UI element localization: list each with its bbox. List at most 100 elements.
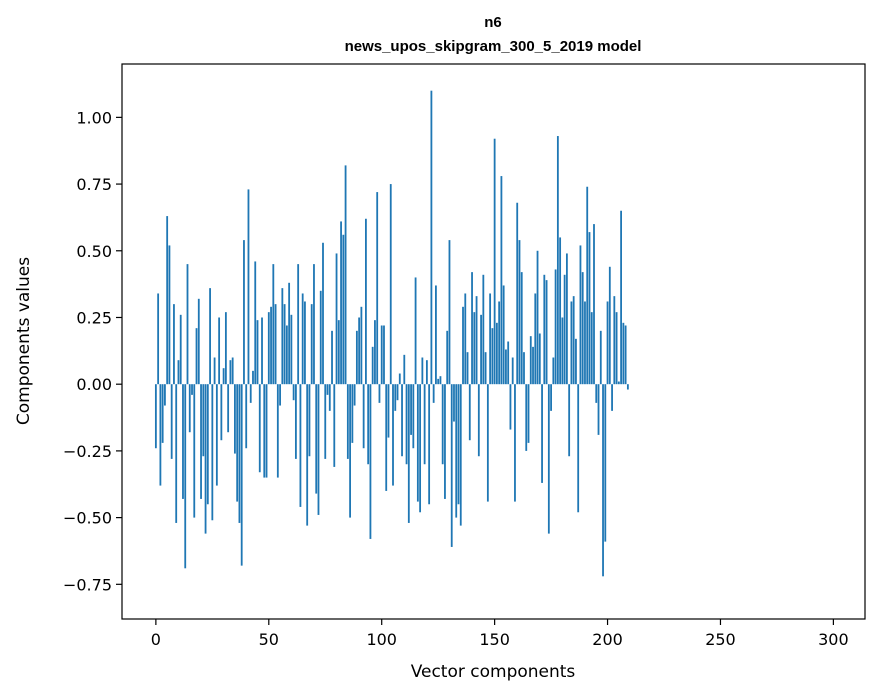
bar — [243, 240, 245, 385]
bar — [236, 384, 239, 502]
bar — [407, 384, 410, 523]
bar — [473, 312, 476, 385]
bar — [432, 384, 435, 403]
y-axis-label: Components values — [14, 257, 34, 425]
bar — [157, 293, 160, 385]
bar — [620, 210, 622, 385]
bar — [161, 384, 164, 443]
bar — [213, 357, 216, 385]
bar — [590, 312, 593, 385]
bar — [292, 384, 295, 401]
bar — [577, 384, 580, 513]
bar — [534, 293, 537, 385]
bar — [482, 274, 485, 385]
x-tick-label: 250 — [705, 630, 736, 649]
bar — [545, 280, 548, 385]
bar — [437, 378, 440, 385]
bar — [477, 384, 480, 457]
bar — [328, 384, 331, 411]
bar — [374, 320, 376, 385]
bar — [170, 384, 173, 459]
bar — [554, 269, 557, 385]
bar — [486, 384, 489, 502]
bar — [414, 277, 417, 385]
bar — [416, 384, 419, 502]
bar — [353, 384, 356, 406]
bar — [222, 368, 225, 385]
bar — [439, 376, 442, 385]
bar — [597, 384, 600, 435]
bar — [313, 264, 315, 385]
bar — [428, 384, 431, 505]
bar — [173, 304, 175, 385]
bar — [288, 282, 291, 385]
bar — [387, 384, 390, 438]
bar — [209, 288, 211, 385]
bar — [324, 384, 327, 459]
bar — [403, 354, 406, 385]
bar — [453, 384, 455, 422]
bar — [376, 192, 379, 385]
bar — [317, 384, 320, 515]
bar — [444, 384, 446, 499]
bar — [593, 224, 595, 385]
bar — [279, 384, 281, 406]
bar — [509, 384, 512, 430]
bar — [182, 384, 184, 499]
bar — [369, 384, 372, 539]
bar — [396, 384, 399, 401]
bar — [491, 328, 494, 385]
x-tick-label: 300 — [818, 630, 849, 649]
bar — [346, 384, 349, 459]
bar — [507, 341, 510, 385]
bar — [572, 296, 575, 385]
bar — [358, 317, 361, 385]
bar — [231, 357, 234, 385]
bar — [475, 296, 478, 385]
bar — [274, 304, 277, 385]
bar — [615, 312, 618, 385]
bar — [613, 296, 616, 385]
bar — [168, 245, 171, 385]
bar — [419, 384, 422, 513]
bar — [398, 373, 401, 385]
bar — [154, 384, 157, 449]
x-tick-label: 150 — [479, 630, 510, 649]
bar — [380, 325, 383, 385]
bar — [552, 357, 555, 385]
bar — [532, 346, 534, 385]
bar — [378, 384, 381, 403]
bar — [249, 384, 252, 403]
x-tick-label: 50 — [259, 630, 279, 649]
bar — [446, 330, 449, 385]
bar — [195, 328, 198, 385]
bar — [188, 384, 191, 433]
bar — [191, 384, 193, 395]
bar — [401, 384, 403, 457]
bar — [527, 384, 530, 443]
y-tick-label: 0.50 — [76, 242, 112, 261]
bar — [547, 384, 550, 534]
bar — [502, 285, 505, 385]
bar — [306, 384, 309, 526]
bar — [234, 384, 236, 454]
y-axis: −0.75 −0.50 −0.25 0.00 0.25 0.50 0.75 1.00 — [63, 108, 122, 594]
bar — [459, 384, 462, 526]
bar — [561, 317, 564, 385]
bar — [204, 384, 207, 534]
bar — [304, 301, 306, 385]
bar — [290, 314, 293, 385]
bar — [595, 384, 598, 403]
bar — [351, 384, 354, 443]
bar — [468, 384, 471, 441]
bar — [584, 301, 586, 385]
bar — [383, 325, 385, 385]
x-axis-label: Vector components — [411, 662, 576, 682]
bar — [270, 306, 272, 385]
bar — [227, 384, 230, 433]
bar — [245, 384, 248, 449]
bar — [202, 384, 205, 457]
bar — [389, 184, 392, 385]
bar — [333, 384, 336, 467]
